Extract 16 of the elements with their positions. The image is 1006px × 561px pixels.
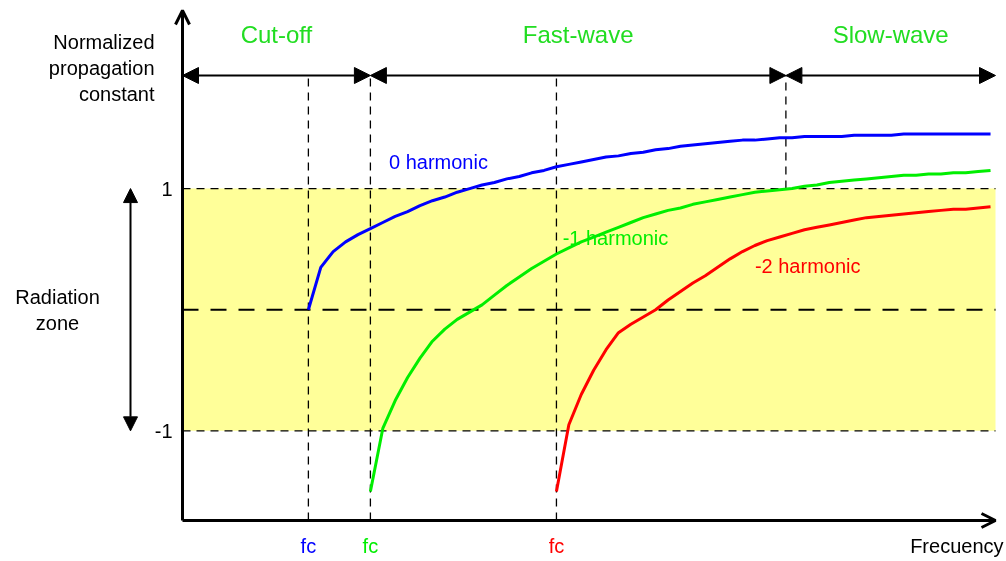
y-axis-title: Normalized propagation constant: [48, 30, 155, 106]
y-tick-label: -1: [154, 419, 173, 442]
x-tick-label: fc: [300, 534, 317, 557]
annotation: Slow-wave: [832, 20, 949, 48]
series-label: -2 harmonic: [754, 255, 861, 278]
annotation: Cut-off: [240, 20, 313, 48]
line-series: [368, 168, 993, 493]
text: Radiation zone: [15, 285, 100, 334]
line-series: [306, 132, 993, 312]
series-label: 0 harmonic: [389, 150, 488, 173]
x-tick-label: fc: [548, 534, 565, 557]
x-axis-title: Frecuency: [910, 534, 1004, 557]
annotation: Fast-wave: [522, 20, 634, 48]
x-tick-label: fc: [362, 534, 379, 557]
line-series: [554, 205, 993, 493]
y-tick-label: 1: [161, 177, 173, 200]
